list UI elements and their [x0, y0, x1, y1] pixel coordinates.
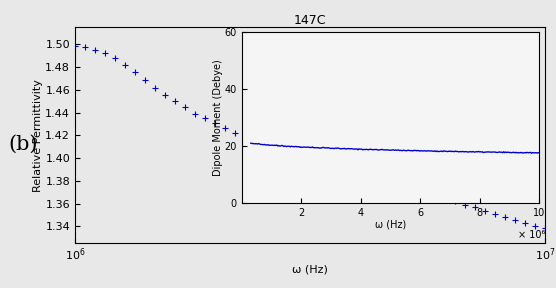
Title: 147C: 147C	[294, 14, 326, 27]
X-axis label: ω (Hz): ω (Hz)	[375, 219, 406, 229]
Y-axis label: Dipole Moment (Debye): Dipole Moment (Debye)	[214, 59, 224, 176]
Text: × 10⁶: × 10⁶	[518, 230, 545, 240]
Y-axis label: Relative Permittivity: Relative Permittivity	[33, 79, 43, 192]
Text: (b): (b)	[8, 134, 38, 154]
X-axis label: ω (Hz): ω (Hz)	[292, 264, 328, 274]
